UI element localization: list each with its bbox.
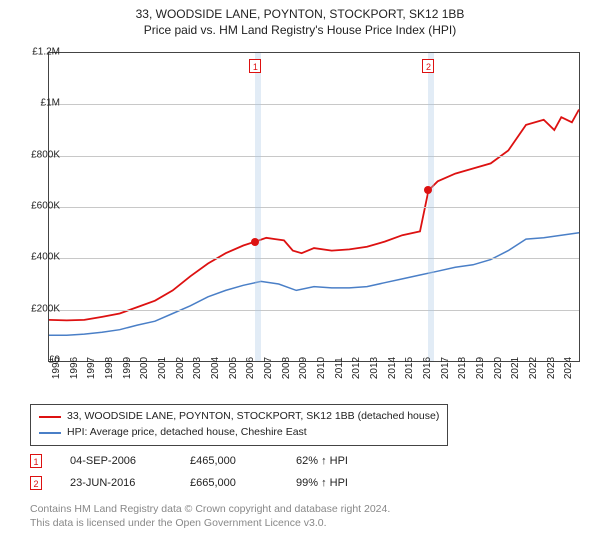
y-tick-label: £600K [20,201,60,212]
x-tick-label: 2002 [175,357,186,379]
legend-swatch [39,416,61,418]
x-tick-label: 2017 [440,357,451,379]
x-tick-label: 2003 [192,357,203,379]
sale-marker-dot [251,238,259,246]
legend-item: HPI: Average price, detached house, Ches… [39,425,439,441]
x-tick-label: 2000 [139,357,150,379]
x-tick-label: 1999 [122,357,133,379]
footer-attribution: Contains HM Land Registry data © Crown c… [30,502,390,530]
title-line-2: Price paid vs. HM Land Registry's House … [0,22,600,38]
x-tick-label: 2021 [510,357,521,379]
x-tick-label: 2023 [546,357,557,379]
title-line-1: 33, WOODSIDE LANE, POYNTON, STOCKPORT, S… [0,6,600,22]
x-tick-label: 2012 [351,357,362,379]
x-tick-label: 1996 [69,357,80,379]
gridline-h [49,104,579,105]
legend-label: 33, WOODSIDE LANE, POYNTON, STOCKPORT, S… [67,409,439,425]
x-tick-label: 2018 [457,357,468,379]
y-tick-label: £400K [20,252,60,263]
x-tick-label: 1998 [104,357,115,379]
x-tick-label: 2022 [528,357,539,379]
shaded-band [255,53,261,361]
x-tick-label: 2015 [404,357,415,379]
legend-label: HPI: Average price, detached house, Ches… [67,425,307,441]
sale-hpi: 99% ↑ HPI [296,477,386,489]
sale-date: 04-SEP-2006 [70,455,162,467]
x-tick-label: 1997 [86,357,97,379]
sale-row: 1 04-SEP-2006 £465,000 62% ↑ HPI [30,450,386,472]
sale-marker-flag: 1 [249,59,261,73]
sale-hpi: 62% ↑ HPI [296,455,386,467]
legend-swatch [39,432,61,434]
page-root: 33, WOODSIDE LANE, POYNTON, STOCKPORT, S… [0,0,600,560]
x-tick-label: 2010 [316,357,327,379]
y-tick-label: £1M [20,98,60,109]
x-tick-label: 2004 [210,357,221,379]
gridline-h [49,156,579,157]
y-tick-label: £1.2M [20,47,60,58]
sale-row: 2 23-JUN-2016 £665,000 99% ↑ HPI [30,472,386,494]
legend-item: 33, WOODSIDE LANE, POYNTON, STOCKPORT, S… [39,409,439,425]
sale-price: £665,000 [190,477,268,489]
x-tick-label: 2006 [245,357,256,379]
footer-line-2: This data is licensed under the Open Gov… [30,516,390,530]
sale-date: 23-JUN-2016 [70,477,162,489]
footer-line-1: Contains HM Land Registry data © Crown c… [30,502,390,516]
x-tick-label: 2019 [475,357,486,379]
sale-marker-icon: 2 [30,476,42,490]
legend-box: 33, WOODSIDE LANE, POYNTON, STOCKPORT, S… [30,404,448,446]
gridline-h [49,207,579,208]
y-tick-label: £800K [20,149,60,160]
chart-plot-area: 12 [48,52,580,362]
x-tick-label: 2001 [157,357,168,379]
x-tick-label: 2009 [298,357,309,379]
gridline-h [49,258,579,259]
sale-marker-icon: 1 [30,454,42,468]
gridline-h [49,310,579,311]
x-tick-label: 2008 [281,357,292,379]
sale-marker-dot [424,186,432,194]
series-line-property [49,110,579,321]
sale-marker-flag: 2 [422,59,434,73]
x-tick-label: 1995 [51,357,62,379]
sale-price: £465,000 [190,455,268,467]
y-tick-label: £200K [20,303,60,314]
x-tick-label: 2024 [563,357,574,379]
x-tick-label: 2016 [422,357,433,379]
shaded-band [428,53,434,361]
sales-table: 1 04-SEP-2006 £465,000 62% ↑ HPI 2 23-JU… [30,450,386,494]
x-tick-label: 2013 [369,357,380,379]
x-tick-label: 2011 [334,357,345,379]
chart-title: 33, WOODSIDE LANE, POYNTON, STOCKPORT, S… [0,0,600,38]
x-tick-label: 2007 [263,357,274,379]
x-tick-label: 2014 [387,357,398,379]
x-tick-label: 2005 [228,357,239,379]
x-tick-label: 2020 [493,357,504,379]
